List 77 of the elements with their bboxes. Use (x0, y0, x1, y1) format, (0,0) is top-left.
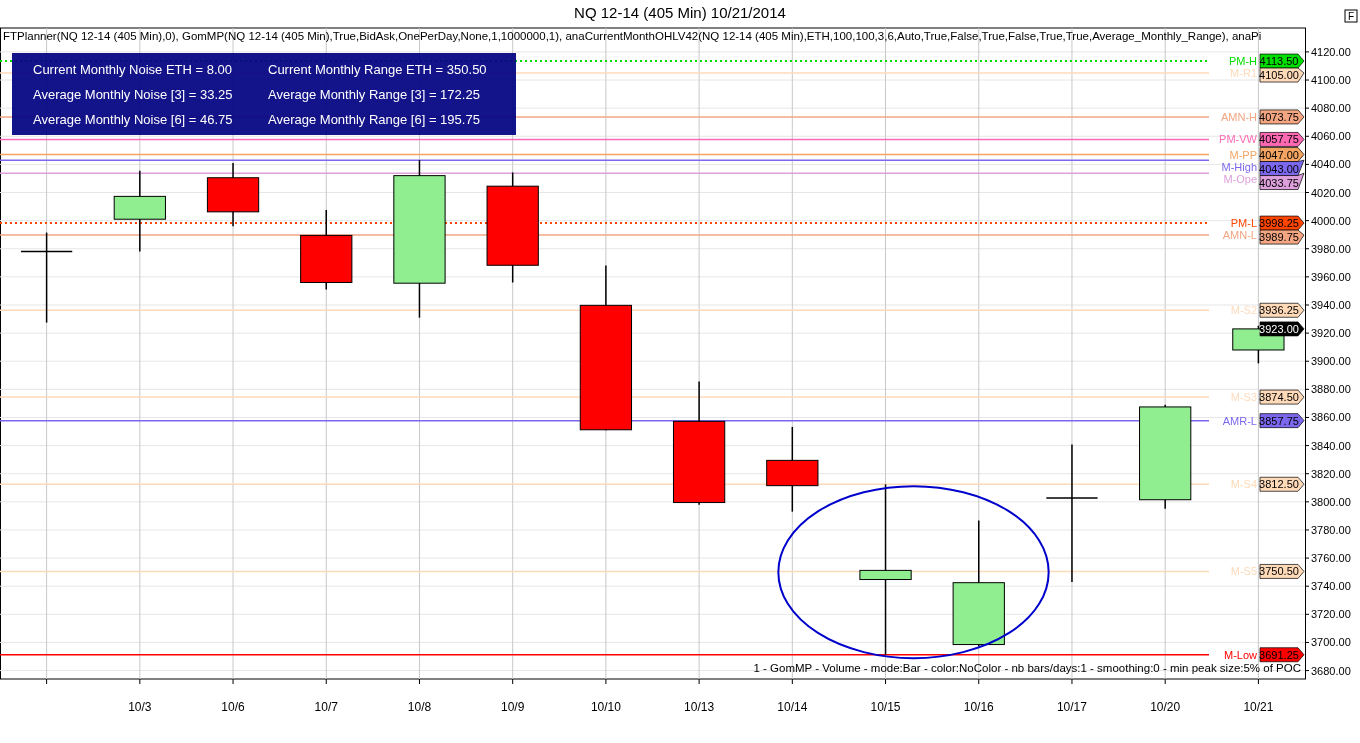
y-tick-label: 4080.00 (1311, 102, 1351, 115)
x-tick-label: 10/21 (1243, 700, 1274, 714)
annotation: 4043.00 (1259, 162, 1299, 175)
x-tick-label: 10/14 (777, 700, 808, 714)
ref-line-label: M-Low (1223, 648, 1258, 661)
x-tick-label: 10/6 (221, 700, 246, 714)
x-tick-label: 10/9 (501, 700, 525, 714)
text: F (1347, 11, 1355, 22)
y-tick-label: 3900.00 (1311, 355, 1351, 368)
x-tick-label: 10/16 (963, 700, 995, 714)
y-tick-label: 3780.00 (1311, 523, 1351, 536)
y-tick-label: 3760.00 (1311, 552, 1351, 565)
annotation: 4057.75 (1259, 133, 1299, 146)
y-tick-label: 3740.00 (1311, 580, 1351, 593)
ref-line-label: PM-L (1230, 217, 1257, 230)
x-tick-label: 10/13 (684, 700, 715, 714)
ref-line-label: AMN-H (1220, 110, 1258, 123)
ref-line-label: M-R1 (1230, 67, 1257, 80)
candlestick (859, 483, 912, 656)
annotation: 4105.00 (1259, 69, 1299, 82)
y-tick-label: 3920.00 (1311, 327, 1351, 340)
y-tick-label: 4000.00 (1311, 214, 1351, 227)
annotation: 1 - GomMP - Volume - mode:Bar - color:NoColor - nb bars/days:1 - smoothing:0 - min peak size:5% of POC (753, 662, 1301, 674)
ref-line-label: M-High (1221, 160, 1257, 173)
annotation: 3874.50 (1259, 391, 1299, 404)
y-tick-label: 3680.00 (1311, 664, 1351, 677)
annotation: 3812.50 (1259, 478, 1299, 491)
annotation: FTPlanner(NQ 12-14 (405 Min),0), GomMP(NQ 12-14 (405 Min),True,BidAsk,OnePerDay,None,1,1000000,1), anaCurrentMonthOHLV42(NQ 12-14 (405 Min),ETH,100,100,3,6,Auto,True,False,True,False,True,True,Average_Monthly_Range), anaPi (3, 30, 1262, 42)
annotation: 3857.75 (1259, 414, 1299, 427)
y-tick-label: 4020.00 (1311, 186, 1351, 199)
x-tick-label: 10/7 (314, 700, 339, 714)
y-tick-label: 3980.00 (1311, 242, 1351, 255)
y-tick-label: 3820.00 (1311, 467, 1351, 480)
ref-line-label: M-S2 (1230, 304, 1257, 317)
y-tick-label: 3860.00 (1311, 411, 1351, 424)
y-tick-label: 4040.00 (1311, 158, 1351, 171)
y-tick-label: 3940.00 (1311, 298, 1351, 311)
ref-line-label: PM-H (1228, 55, 1258, 68)
annotation: 3923.00 (1259, 322, 1299, 335)
y-tick-label: 3840.00 (1311, 439, 1351, 452)
annotation: Average Monthly Range [6] = 195.75 (268, 112, 480, 127)
x-tick-label: 10/8 (407, 700, 432, 714)
annotation: 4073.75 (1259, 110, 1299, 123)
annotation: 3750.50 (1259, 565, 1299, 578)
y-tick-label: 4060.00 (1311, 130, 1351, 143)
y-tick-label: 3880.00 (1311, 383, 1351, 396)
x-tick-label: 10/10 (590, 700, 622, 714)
ref-line-label: AMN-L (1222, 229, 1257, 242)
candlestick (20, 231, 73, 324)
x-tick-label: 10/17 (1056, 700, 1088, 714)
ref-line-label: M-S5 (1230, 565, 1257, 578)
ref-line-label: PM-VW (1219, 133, 1258, 146)
x-tick-label: 10/20 (1150, 700, 1181, 714)
annotation: Average Monthly Range [3] = 172.25 (268, 87, 480, 102)
annotation: Average Monthly Noise [3] = 33.25 (33, 87, 233, 102)
ref-line-label: M-S3 (1230, 391, 1257, 404)
ref-line-label: M-Ope (1223, 172, 1257, 185)
y-tick-label: 4120.00 (1311, 45, 1351, 58)
y-tick-label: 3720.00 (1311, 608, 1351, 621)
annotation: 4033.75 (1259, 176, 1299, 189)
y-tick-label: 4100.00 (1311, 74, 1351, 87)
y-tick-label: 3800.00 (1311, 495, 1351, 508)
annotation: Average Monthly Noise [6] = 46.75 (33, 112, 233, 127)
annotation: 3989.75 (1259, 231, 1299, 244)
ref-line-label: M-S4 (1230, 478, 1257, 491)
chart-title: NQ 12-14 (405 Min) 10/21/2014 (574, 4, 786, 21)
annotation: 4047.00 (1259, 148, 1299, 161)
candlestick (1045, 443, 1099, 583)
x-tick-label: 10/3 (128, 700, 152, 714)
ref-line-label: AMR-L (1222, 414, 1257, 427)
y-tick-label: 3700.00 (1311, 636, 1351, 649)
annotation: 3936.25 (1259, 304, 1299, 317)
annotation: Current Monthly Range ETH = 350.50 (268, 62, 487, 77)
ref-line-label: M-PP (1229, 148, 1257, 161)
y-tick-label: 3960.00 (1311, 270, 1351, 283)
annotation: Current Monthly Noise ETH = 8.00 (33, 62, 233, 77)
x-tick-label: 10/15 (870, 700, 901, 714)
